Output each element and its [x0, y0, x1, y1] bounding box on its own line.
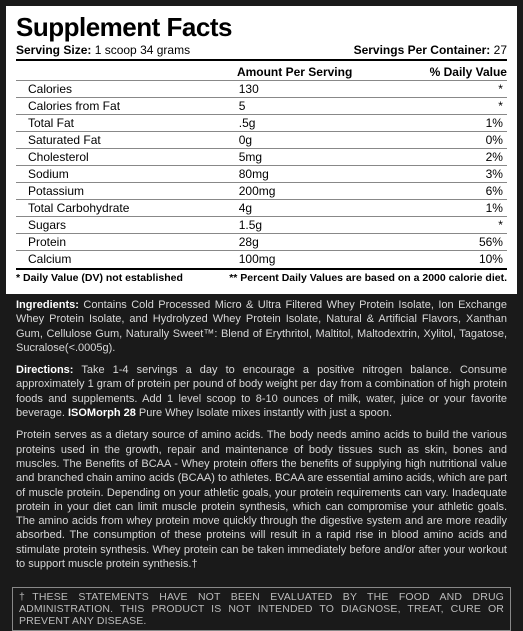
- serving-size: Serving Size: 1 scoop 34 grams: [16, 43, 190, 57]
- footnote-left: * Daily Value (DV) not established: [16, 272, 183, 284]
- nutrient-amount: 0g: [239, 133, 373, 147]
- nutrient-row: Calories130*: [16, 80, 507, 97]
- text-section: Ingredients: Contains Cold Processed Mic…: [6, 294, 517, 583]
- nutrient-dv: 56%: [373, 235, 507, 249]
- col-dv: % Daily Value: [374, 65, 507, 79]
- nutrient-amount: 200mg: [239, 184, 373, 198]
- nutrient-name: Calcium: [28, 252, 239, 266]
- nutrient-name: Protein: [28, 235, 239, 249]
- footnote-right: ** Percent Daily Values are based on a 2…: [229, 272, 507, 284]
- nutrient-row: Sodium80mg3%: [16, 165, 507, 182]
- nutrient-dv: *: [373, 99, 507, 113]
- col-amount: Amount Per Serving: [237, 65, 374, 79]
- footnotes: * Daily Value (DV) not established ** Pe…: [16, 270, 507, 286]
- nutrient-table: Calories130*Calories from Fat5*Total Fat…: [16, 80, 507, 267]
- servings-per-value: 27: [494, 43, 507, 57]
- body-para: Protein serves as a dietary source of am…: [16, 428, 507, 571]
- nutrient-row: Protein28g56%: [16, 233, 507, 250]
- nutrient-name: Saturated Fat: [28, 133, 239, 147]
- nutrient-amount: 130: [239, 82, 373, 96]
- nutrient-dv: *: [373, 218, 507, 232]
- ingredients-para: Ingredients: Contains Cold Processed Mic…: [16, 298, 507, 355]
- nutrient-name: Calories: [28, 82, 239, 96]
- nutrient-name: Cholesterol: [28, 150, 239, 164]
- serving-size-label: Serving Size:: [16, 43, 91, 57]
- nutrient-name: Sodium: [28, 167, 239, 181]
- nutrient-dv: *: [373, 82, 507, 96]
- nutrient-amount: .5g: [239, 116, 373, 130]
- directions-bold: ISOMorph 28: [68, 407, 136, 419]
- nutrient-dv: 10%: [373, 252, 507, 266]
- ingredients-label: Ingredients:: [16, 299, 79, 311]
- fda-disclaimer: †THESE STATEMENTS HAVE NOT BEEN EVALUATE…: [12, 587, 511, 631]
- panel-title: Supplement Facts: [16, 12, 507, 43]
- nutrient-row: Cholesterol5mg2%: [16, 148, 507, 165]
- nutrient-name: Total Carbohydrate: [28, 201, 239, 215]
- nutrient-amount: 4g: [239, 201, 373, 215]
- nutrient-dv: 2%: [373, 150, 507, 164]
- nutrient-dv: 0%: [373, 133, 507, 147]
- supplement-facts-panel: Supplement Facts Serving Size: 1 scoop 3…: [6, 6, 517, 294]
- nutrient-row: Total Fat.5g1%: [16, 114, 507, 131]
- directions-label: Directions:: [16, 364, 73, 376]
- nutrient-row: Saturated Fat0g0%: [16, 131, 507, 148]
- nutrient-row: Calories from Fat5*: [16, 97, 507, 114]
- directions-text-b: Pure Whey Isolate mixes instantly with j…: [136, 407, 392, 419]
- nutrient-name: Total Fat: [28, 116, 239, 130]
- nutrient-amount: 1.5g: [239, 218, 373, 232]
- serving-row: Serving Size: 1 scoop 34 grams Servings …: [16, 43, 507, 61]
- nutrient-amount: 100mg: [239, 252, 373, 266]
- nutrient-row: Calcium100mg10%: [16, 250, 507, 267]
- nutrient-name: Calories from Fat: [28, 99, 239, 113]
- nutrient-dv: 1%: [373, 201, 507, 215]
- column-headers: Amount Per Serving % Daily Value: [16, 64, 507, 80]
- nutrient-name: Potassium: [28, 184, 239, 198]
- serving-size-value: 1 scoop 34 grams: [95, 43, 190, 57]
- nutrient-row: Sugars1.5g*: [16, 216, 507, 233]
- nutrient-amount: 5mg: [239, 150, 373, 164]
- nutrient-amount: 28g: [239, 235, 373, 249]
- nutrient-dv: 1%: [373, 116, 507, 130]
- nutrient-dv: 6%: [373, 184, 507, 198]
- nutrient-amount: 5: [239, 99, 373, 113]
- nutrient-name: Sugars: [28, 218, 239, 232]
- directions-para: Directions: Take 1-4 servings a day to e…: [16, 363, 507, 420]
- nutrient-row: Total Carbohydrate4g1%: [16, 199, 507, 216]
- nutrient-dv: 3%: [373, 167, 507, 181]
- nutrient-amount: 80mg: [239, 167, 373, 181]
- ingredients-text: Contains Cold Processed Micro & Ultra Fi…: [16, 299, 507, 354]
- servings-per-container: Servings Per Container: 27: [354, 43, 507, 57]
- servings-per-label: Servings Per Container:: [354, 43, 491, 57]
- nutrient-row: Potassium200mg6%: [16, 182, 507, 199]
